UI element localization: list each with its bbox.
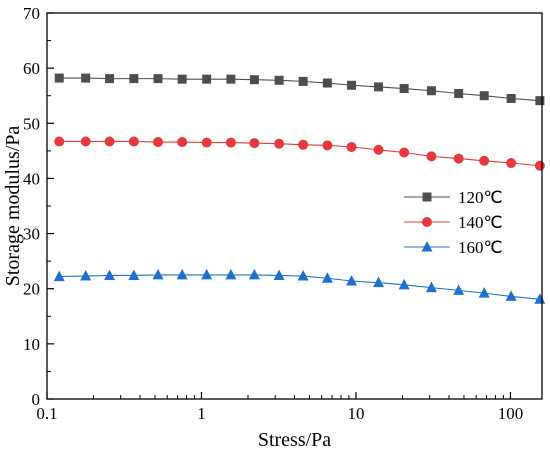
data-point: [453, 153, 464, 164]
x-tick-label: 100: [498, 404, 524, 423]
data-point: [426, 151, 437, 162]
data-point: [248, 268, 260, 280]
data-point: [535, 96, 545, 106]
x-tick-label: 0.1: [36, 404, 57, 423]
legend: 120℃ 140℃ 160℃: [404, 188, 503, 257]
data-point: [128, 269, 140, 280]
data-point: [347, 80, 357, 90]
ticks-layer: 0.1 1 10 100 0 10 20 30 40 50 60 70: [23, 4, 523, 423]
data-point: [274, 138, 285, 149]
data-point: [225, 137, 236, 148]
legend-item: 120℃: [404, 188, 503, 207]
data-point: [373, 276, 385, 288]
y-tick-label: 20: [23, 280, 40, 299]
series-2: [54, 136, 545, 171]
y-tick-label: 50: [23, 114, 40, 133]
data-point: [297, 270, 309, 281]
data-point: [153, 74, 163, 84]
data-point: [398, 278, 410, 290]
data-point: [425, 281, 437, 293]
data-point: [225, 268, 237, 280]
legend-item: 140℃: [404, 213, 503, 232]
data-point: [104, 269, 116, 280]
y-tick-label: 30: [23, 225, 40, 244]
y-axis-title: Storage modulus/Pa: [2, 126, 24, 287]
data-point: [53, 270, 65, 282]
legend-label: 140℃: [458, 213, 503, 232]
data-point: [534, 160, 545, 171]
data-point: [54, 136, 65, 147]
legend-label: 160℃: [458, 238, 503, 257]
data-point: [202, 74, 212, 84]
legend-marker: [421, 241, 433, 252]
data-point: [128, 136, 139, 147]
series-layer: [53, 73, 546, 304]
data-point: [80, 270, 92, 281]
data-point: [479, 91, 489, 101]
data-point: [478, 287, 490, 298]
series-line: [59, 274, 540, 300]
data-point: [129, 74, 139, 84]
series-1: [54, 73, 545, 106]
data-point: [479, 155, 490, 166]
data-point: [105, 74, 115, 84]
data-point: [322, 140, 333, 151]
data-point: [506, 157, 517, 168]
data-point: [80, 136, 91, 147]
series-3: [53, 268, 546, 304]
data-point: [453, 284, 465, 295]
data-point: [176, 268, 188, 280]
data-point: [177, 137, 188, 148]
data-point: [298, 76, 308, 86]
x-tick-label: 1: [197, 404, 206, 423]
data-point: [152, 268, 164, 280]
data-point: [153, 137, 164, 148]
data-point: [399, 147, 410, 158]
y-tick-label: 60: [23, 59, 40, 78]
legend-label: 120℃: [458, 188, 503, 207]
data-point: [426, 86, 436, 96]
legend-item: 160℃: [404, 238, 503, 257]
data-point: [201, 268, 213, 280]
data-point: [249, 138, 260, 149]
y-tick-label: 70: [23, 4, 40, 23]
data-point: [273, 269, 285, 280]
data-point: [373, 144, 384, 155]
y-tick-label: 40: [23, 169, 40, 188]
data-point: [201, 137, 212, 148]
data-point: [321, 272, 333, 283]
data-point: [374, 82, 384, 92]
legend-marker: [422, 192, 432, 202]
data-point: [249, 75, 259, 85]
data-point: [274, 75, 284, 85]
data-point: [346, 141, 357, 152]
data-point: [322, 78, 332, 88]
data-point: [81, 73, 91, 83]
data-point: [177, 74, 187, 84]
x-tick-label: 10: [347, 404, 364, 423]
y-tick-label: 0: [32, 390, 41, 409]
x-axis-title: Stress/Pa: [258, 429, 331, 451]
data-point: [104, 136, 115, 147]
data-point: [399, 84, 409, 94]
data-point: [505, 290, 517, 301]
data-point: [54, 73, 64, 83]
data-point: [346, 274, 358, 286]
data-point: [298, 139, 309, 150]
data-point: [506, 93, 516, 103]
y-tick-label: 10: [23, 335, 40, 354]
data-point: [226, 74, 236, 84]
legend-marker: [422, 217, 432, 227]
data-point: [454, 89, 464, 99]
